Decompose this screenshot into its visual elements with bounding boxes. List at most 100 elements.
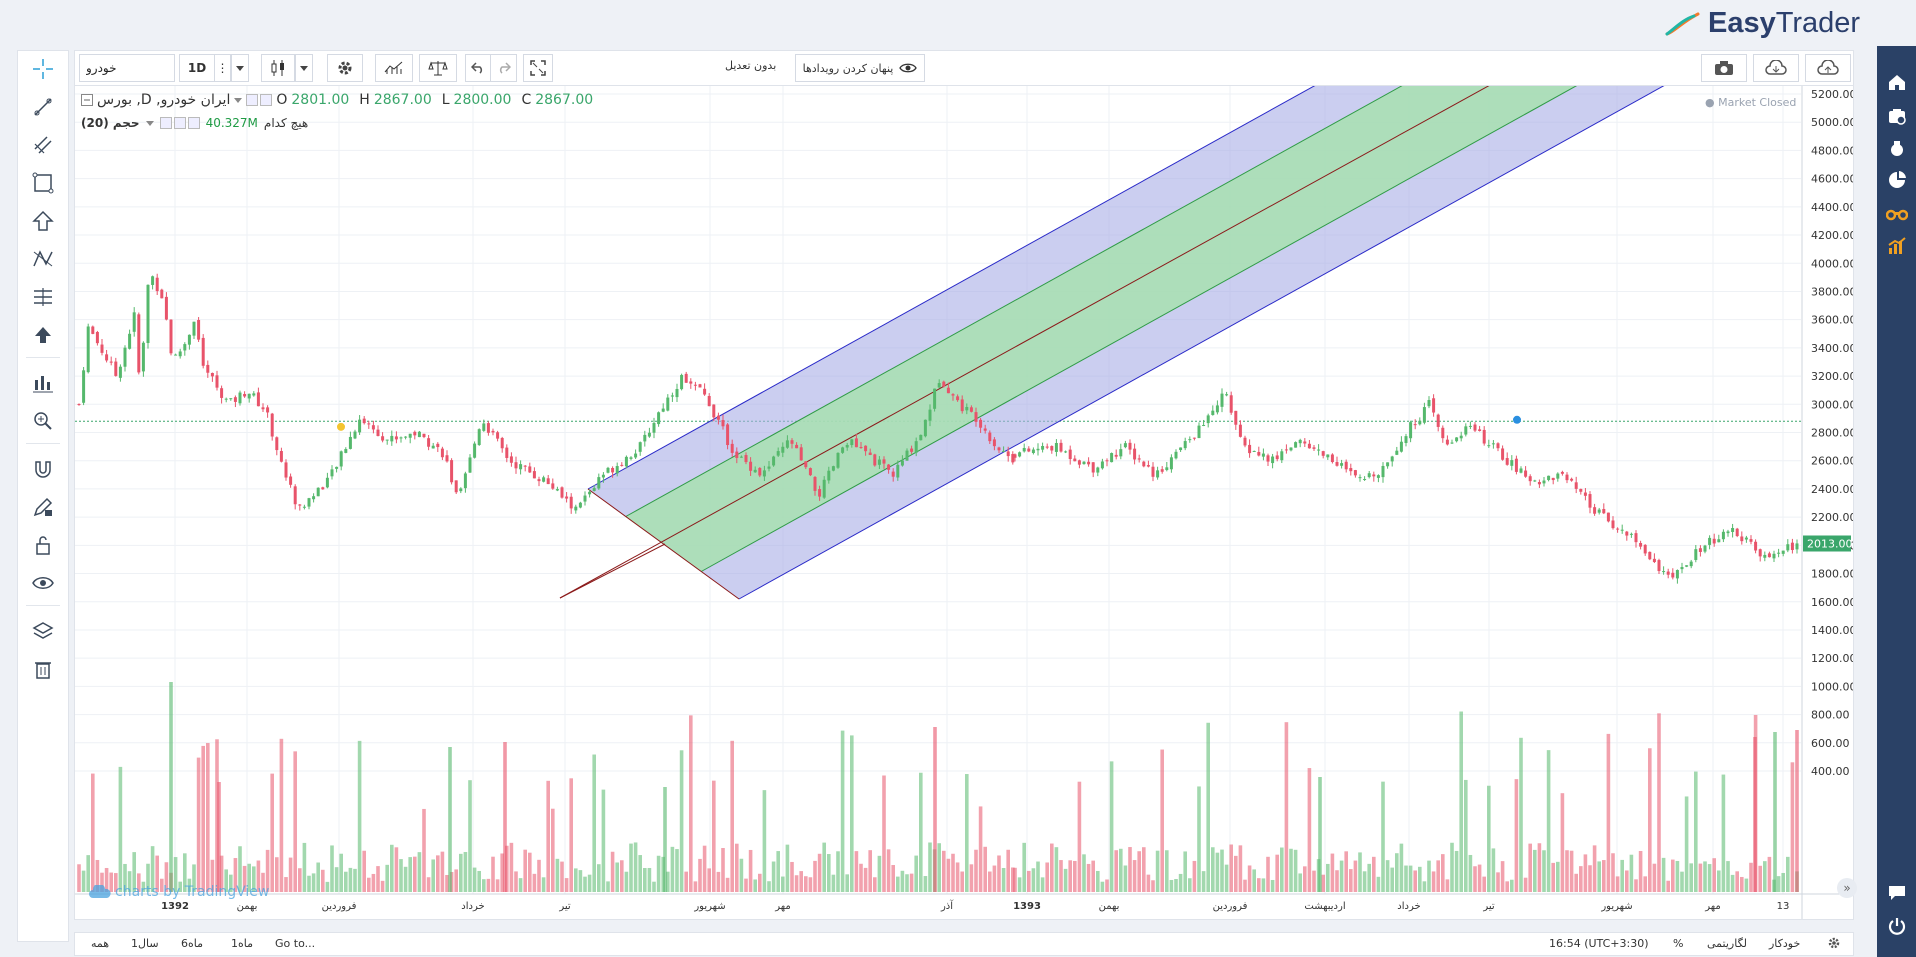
candle-body [1312, 447, 1316, 449]
volume-bar [242, 865, 247, 892]
cloud-download-icon[interactable] [1753, 54, 1799, 82]
candle-body [1289, 447, 1293, 451]
zoom-in-icon[interactable] [27, 407, 59, 435]
volume-bar [160, 878, 164, 892]
candle-body [583, 495, 587, 502]
volume-bar [725, 877, 730, 892]
measure-icon[interactable] [27, 283, 59, 311]
range-all[interactable]: همه [91, 937, 110, 950]
right-navigation-rail [1877, 46, 1916, 957]
candle-body [1248, 444, 1252, 454]
fib-tools-icon[interactable] [27, 131, 59, 159]
undo-icon[interactable] [465, 54, 491, 82]
volume-bar [1376, 876, 1381, 892]
indicators-icon[interactable] [27, 369, 59, 397]
cloud-upload-icon[interactable] [1805, 54, 1851, 82]
binoculars-icon[interactable] [1884, 201, 1909, 225]
chart-type-candles-icon[interactable] [261, 54, 295, 82]
candle-body [496, 432, 500, 439]
volume-bar [1045, 862, 1049, 892]
volume-bar [1648, 748, 1652, 892]
interval-dropdown-icon[interactable] [231, 54, 249, 82]
volume-bar [440, 851, 445, 892]
log-toggle[interactable]: لگاریتمی [1707, 937, 1747, 950]
candle-body [1326, 454, 1330, 458]
volume-dropdown-icon[interactable] [145, 120, 154, 126]
volume-bar [187, 878, 192, 892]
price-chart[interactable]: 5200.00 5000.00 4800.00 4600.00 4400.00 4200.… [75, 0, 1857, 919]
volume-bar [1464, 779, 1468, 892]
chart-area[interactable]: 5200.00 5000.00 4800.00 4600.00 4400.00 4200.… [74, 0, 1857, 920]
time-tick-label: شهریور [1600, 901, 1632, 912]
volume-bar [100, 872, 104, 892]
interval-button[interactable]: 1D [179, 54, 215, 82]
percent-toggle[interactable]: % [1673, 937, 1684, 950]
candle-body [762, 470, 766, 477]
scroll-to-end-icon[interactable]: » [1837, 878, 1857, 898]
collapse-icon[interactable] [81, 94, 93, 106]
arrow-shape-icon[interactable] [27, 207, 59, 235]
indicators-button-icon[interactable] [375, 54, 413, 82]
range-1y[interactable]: 1سال [131, 937, 159, 950]
candle-body [500, 437, 504, 449]
volume-bar [518, 878, 523, 892]
volume-bar [1786, 856, 1790, 892]
camera-icon[interactable] [1701, 54, 1747, 82]
trash-icon[interactable] [27, 655, 59, 683]
crosshair-icon[interactable] [27, 55, 59, 83]
pie-chart-icon[interactable] [1884, 168, 1909, 192]
candle-body [1390, 456, 1394, 462]
hide-events-button[interactable]: پنهان کردن رویدادها [795, 54, 925, 82]
home-icon[interactable] [1884, 70, 1909, 94]
auto-toggle[interactable]: خودکار [1769, 937, 1801, 950]
portfolio-icon[interactable] [1884, 104, 1909, 128]
eye-icon[interactable] [27, 569, 59, 597]
candle-body [123, 347, 127, 367]
tradingview-watermark[interactable]: charts by TradingView [89, 884, 269, 900]
price-tick-label: 1800.00 [1811, 568, 1853, 581]
pattern-icon[interactable] [27, 245, 59, 273]
redo-icon[interactable] [491, 54, 517, 82]
money-bag-icon[interactable] [1884, 136, 1909, 160]
pencil-lock-icon[interactable] [27, 493, 59, 521]
bar-chart-icon[interactable] [1884, 234, 1909, 258]
trend-line-icon[interactable] [27, 93, 59, 121]
fullscreen-icon[interactable] [523, 54, 553, 82]
candle-body [620, 464, 624, 466]
lock-icon[interactable] [27, 531, 59, 559]
magnet-icon[interactable] [27, 455, 59, 483]
volume-bar [348, 867, 353, 892]
range-1m[interactable]: 1ماه [231, 937, 254, 950]
compare-scale-icon[interactable] [419, 54, 457, 82]
candle-body [542, 477, 546, 482]
settings-gear-icon[interactable] [327, 54, 363, 82]
layers-icon[interactable] [27, 617, 59, 645]
volume-actions-icon[interactable] [159, 117, 200, 129]
volume-bar [1445, 879, 1450, 892]
legend-dropdown-icon[interactable] [234, 97, 243, 103]
volume-bar [624, 871, 629, 892]
candle-body [1192, 437, 1196, 439]
arrow-up-icon[interactable] [27, 321, 59, 349]
adjustment-label[interactable]: بدون تعدیل [725, 59, 777, 72]
volume-bar [1569, 850, 1574, 892]
volume-bar [827, 854, 831, 892]
rectangle-icon[interactable] [27, 169, 59, 197]
legend-actions-icon[interactable] [246, 94, 273, 106]
chart-type-dropdown-icon[interactable] [295, 54, 313, 82]
candle-body [1740, 536, 1744, 542]
volume-bar [919, 772, 923, 892]
volume-bar [1201, 871, 1206, 892]
candle-body [1275, 455, 1279, 460]
symbol-search-input[interactable] [79, 54, 175, 82]
price-tick-label: 1000.00 [1811, 680, 1853, 693]
more-icon[interactable]: ⋮ [215, 54, 231, 82]
bottom-settings-icon[interactable] [1827, 936, 1841, 950]
volume-bar [1459, 711, 1463, 892]
volume-bar [643, 868, 647, 892]
range-6m[interactable]: 6ماه [181, 937, 204, 950]
chat-icon[interactable] [1884, 881, 1909, 905]
goto-date[interactable]: Go to... [275, 937, 316, 950]
timezone-time[interactable]: 16:54 (UTC+3:30) [1549, 937, 1649, 950]
power-icon[interactable] [1884, 914, 1909, 938]
